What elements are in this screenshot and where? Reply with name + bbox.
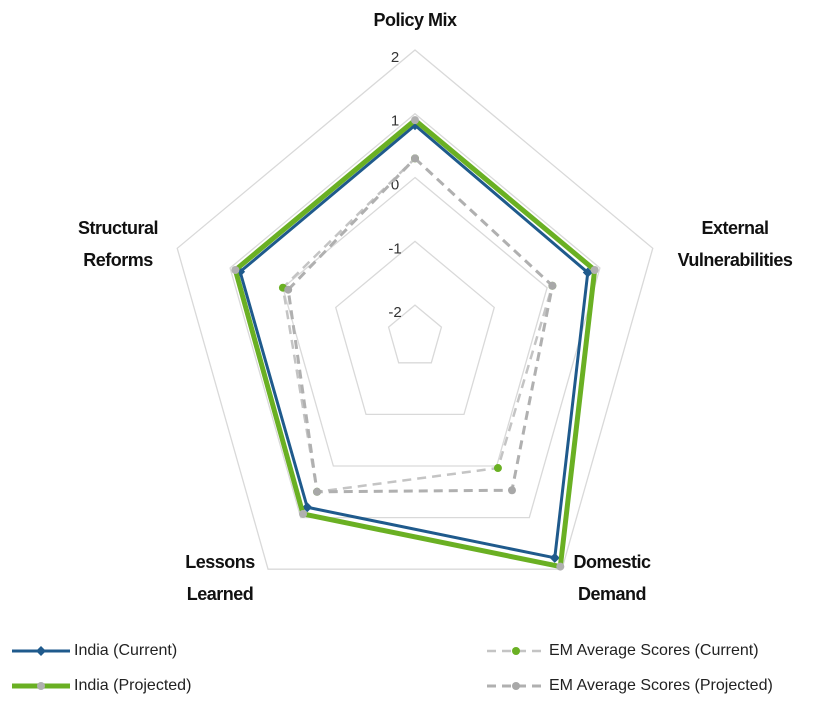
axis-label: Domestic Demand <box>573 552 651 604</box>
grid-ring <box>229 112 601 519</box>
tick-label: 0 <box>391 177 399 194</box>
marker <box>507 486 516 495</box>
series <box>235 120 593 563</box>
marker <box>590 265 599 274</box>
legend-marker <box>37 682 45 690</box>
marker <box>411 154 419 163</box>
series <box>231 116 599 571</box>
marker <box>302 502 313 513</box>
marker <box>549 552 560 563</box>
legend-label: EM Average Scores (Projected) <box>549 677 773 694</box>
tick-label: 2 <box>391 49 399 66</box>
marker <box>556 562 565 571</box>
grid-ring <box>387 304 443 364</box>
marker <box>411 116 419 125</box>
grid-ring <box>176 49 654 570</box>
tick-label: -1 <box>388 240 401 257</box>
legend-label: EM Average Scores (Current) <box>549 642 759 659</box>
axis-label: External Vulnerabilities <box>677 218 793 270</box>
marker <box>284 285 293 294</box>
series-line <box>238 123 590 560</box>
series-line <box>286 156 554 494</box>
axis-label: Policy Mix <box>373 10 457 30</box>
marker <box>493 464 502 473</box>
marker <box>313 487 322 496</box>
tick-label: -2 <box>388 304 401 321</box>
tick-label: 1 <box>391 113 399 130</box>
marker <box>298 509 307 518</box>
marker <box>548 281 557 290</box>
series <box>284 154 557 496</box>
marker <box>231 265 240 274</box>
legend-marker <box>512 682 520 690</box>
legend-marker <box>36 646 46 656</box>
marker <box>582 267 593 278</box>
grid-ring <box>335 240 495 416</box>
axis-label: Structural Reforms <box>77 218 159 270</box>
legend-marker <box>512 647 520 655</box>
series-line <box>232 117 598 570</box>
axis-label: Lessons Learned <box>185 552 255 604</box>
legend-label: India (Projected) <box>74 677 191 694</box>
legend-label: India (Current) <box>74 642 177 659</box>
grid-ring <box>282 176 548 467</box>
